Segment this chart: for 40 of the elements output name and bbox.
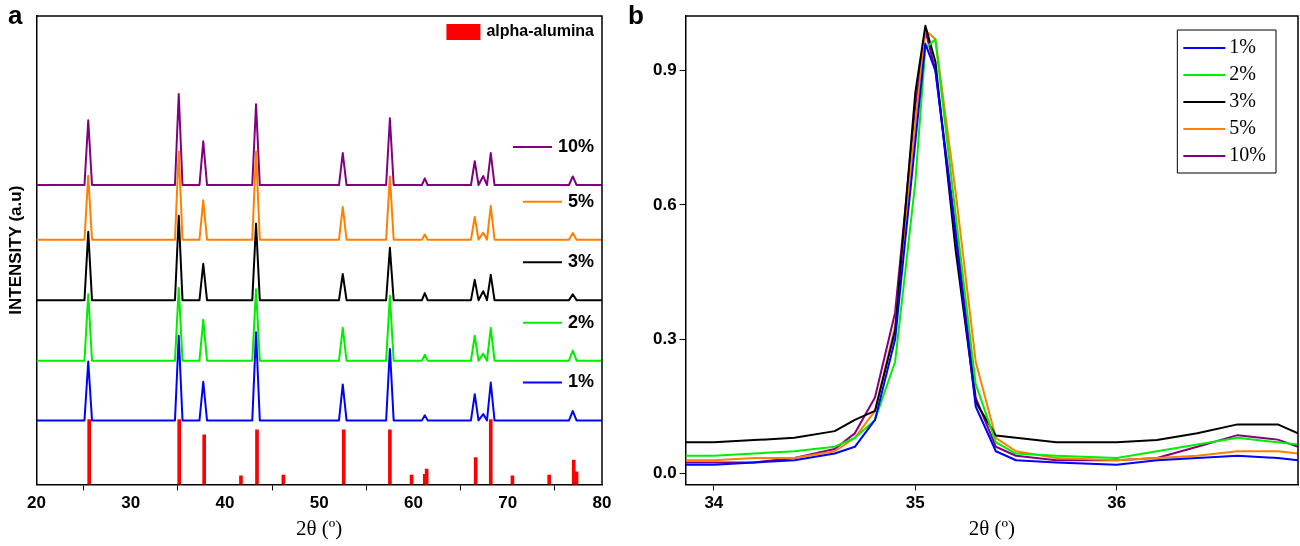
x-tick-label: 30 [121,493,141,513]
bar [202,434,207,485]
legend-label: 10% [557,135,594,156]
x-tick-label: 35 [905,493,925,513]
legend-label: 1% [1229,35,1257,58]
bar [87,419,92,485]
chart-title: b [628,0,644,31]
legend-label: 10% [1229,143,1267,166]
x-tick-label: 80 [592,493,612,513]
bar [255,429,259,485]
y-axis-title: INTENSITY (a.u) [5,185,25,315]
legend-label: 2% [567,311,594,332]
x-tick-label: 34 [704,493,724,513]
x-tick-label: 40 [215,493,235,513]
legend-label: 3% [1229,89,1257,112]
legend-label: 1% [567,371,594,392]
x-tick-label: 20 [26,493,46,513]
chart-title: a [8,0,23,31]
legend-label: 5% [1229,116,1257,139]
bar [547,474,552,485]
legend-label: 3% [567,251,594,272]
bar [239,475,243,485]
bar [341,429,346,485]
x-tick-label: 60 [404,493,423,513]
legend-label: alpha-alumina [486,22,595,40]
x-axis-title: 2θ (º) [296,515,343,540]
bar [388,429,392,485]
x-axis-title: 2θ (º) [968,515,1015,540]
bar [488,419,493,485]
y-tick-label: 0.9 [652,60,677,80]
legend-label: 2% [1229,62,1257,85]
x-tick-label: 70 [498,493,518,513]
bar [177,419,182,485]
y-tick-label: 0.0 [652,463,677,483]
x-tick-label: 50 [309,493,329,513]
x-tick-label: 36 [1107,493,1127,513]
y-tick-label: 0.6 [652,194,677,214]
legend-label: 5% [567,190,594,211]
y-tick-label: 0.3 [652,329,677,348]
bar [473,457,478,485]
